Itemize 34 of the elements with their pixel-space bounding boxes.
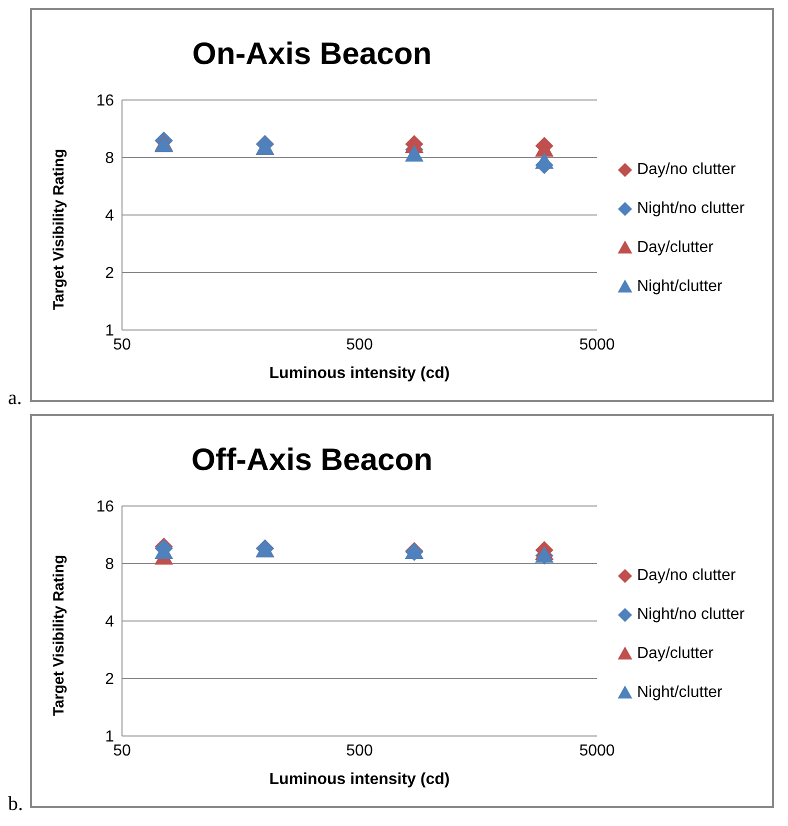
y-tick-label: 16 [96, 92, 114, 110]
y-tick-label: 1 [105, 728, 114, 746]
y-tick-label: 2 [105, 265, 114, 282]
text: a. [8, 387, 22, 409]
y-tick-label: 4 [105, 208, 114, 225]
legend-label: Night/no clutter [637, 606, 745, 624]
legend-label: Day/no clutter [637, 160, 736, 178]
chart-title: Off-Axis Beacon [190, 442, 434, 478]
y-tick-label: 8 [105, 556, 114, 574]
y-tick-label: 4 [105, 614, 114, 631]
legend-label: Night/clutter [637, 278, 722, 296]
y-tick-label: 1 [105, 322, 114, 340]
chart-title: On-Axis Beacon [191, 36, 433, 72]
x-tick-label: 5000 [579, 336, 615, 354]
point [536, 153, 554, 169]
point [405, 146, 423, 162]
x-tick-label: 50 [113, 742, 131, 760]
y-tick-label: 16 [96, 498, 114, 516]
y-tick-label: 8 [105, 150, 114, 168]
x-tick-label: 500 [346, 336, 373, 354]
text: b. [8, 793, 23, 815]
x-axis-title: Luminous intensity (cd) [269, 771, 450, 788]
y-axis-title: Target Visibility Rating [50, 554, 68, 716]
x-tick-label: 50 [113, 336, 131, 354]
legend-label: Day/clutter [637, 238, 714, 256]
x-tick-label: 5000 [579, 742, 615, 760]
legend-label: Night/no clutter [637, 200, 745, 218]
x-axis-title: Luminous intensity (cd) [269, 365, 450, 382]
legend-label: Day/no clutter [637, 566, 736, 584]
y-tick-label: 2 [105, 671, 114, 688]
legend-label: Day/clutter [637, 644, 714, 662]
x-tick-label: 500 [346, 742, 373, 760]
y-axis-title: Target Visibility Rating [50, 148, 68, 310]
legend-label: Night/clutter [637, 684, 722, 702]
